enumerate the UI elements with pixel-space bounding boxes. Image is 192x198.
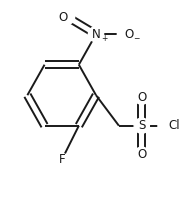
Text: O: O (58, 10, 67, 24)
Circle shape (135, 147, 149, 162)
Text: S: S (138, 119, 145, 132)
Circle shape (88, 27, 104, 42)
Circle shape (134, 118, 149, 133)
Circle shape (158, 115, 179, 136)
Text: O: O (137, 148, 146, 161)
Circle shape (117, 27, 132, 41)
Circle shape (60, 10, 75, 24)
Text: N: N (92, 28, 100, 41)
Text: −: − (133, 34, 139, 43)
Text: Cl: Cl (168, 119, 180, 132)
Circle shape (135, 90, 149, 104)
Circle shape (55, 153, 68, 167)
Text: O: O (125, 28, 134, 41)
Text: O: O (137, 91, 146, 104)
Text: +: + (101, 34, 108, 43)
Text: F: F (58, 153, 65, 167)
